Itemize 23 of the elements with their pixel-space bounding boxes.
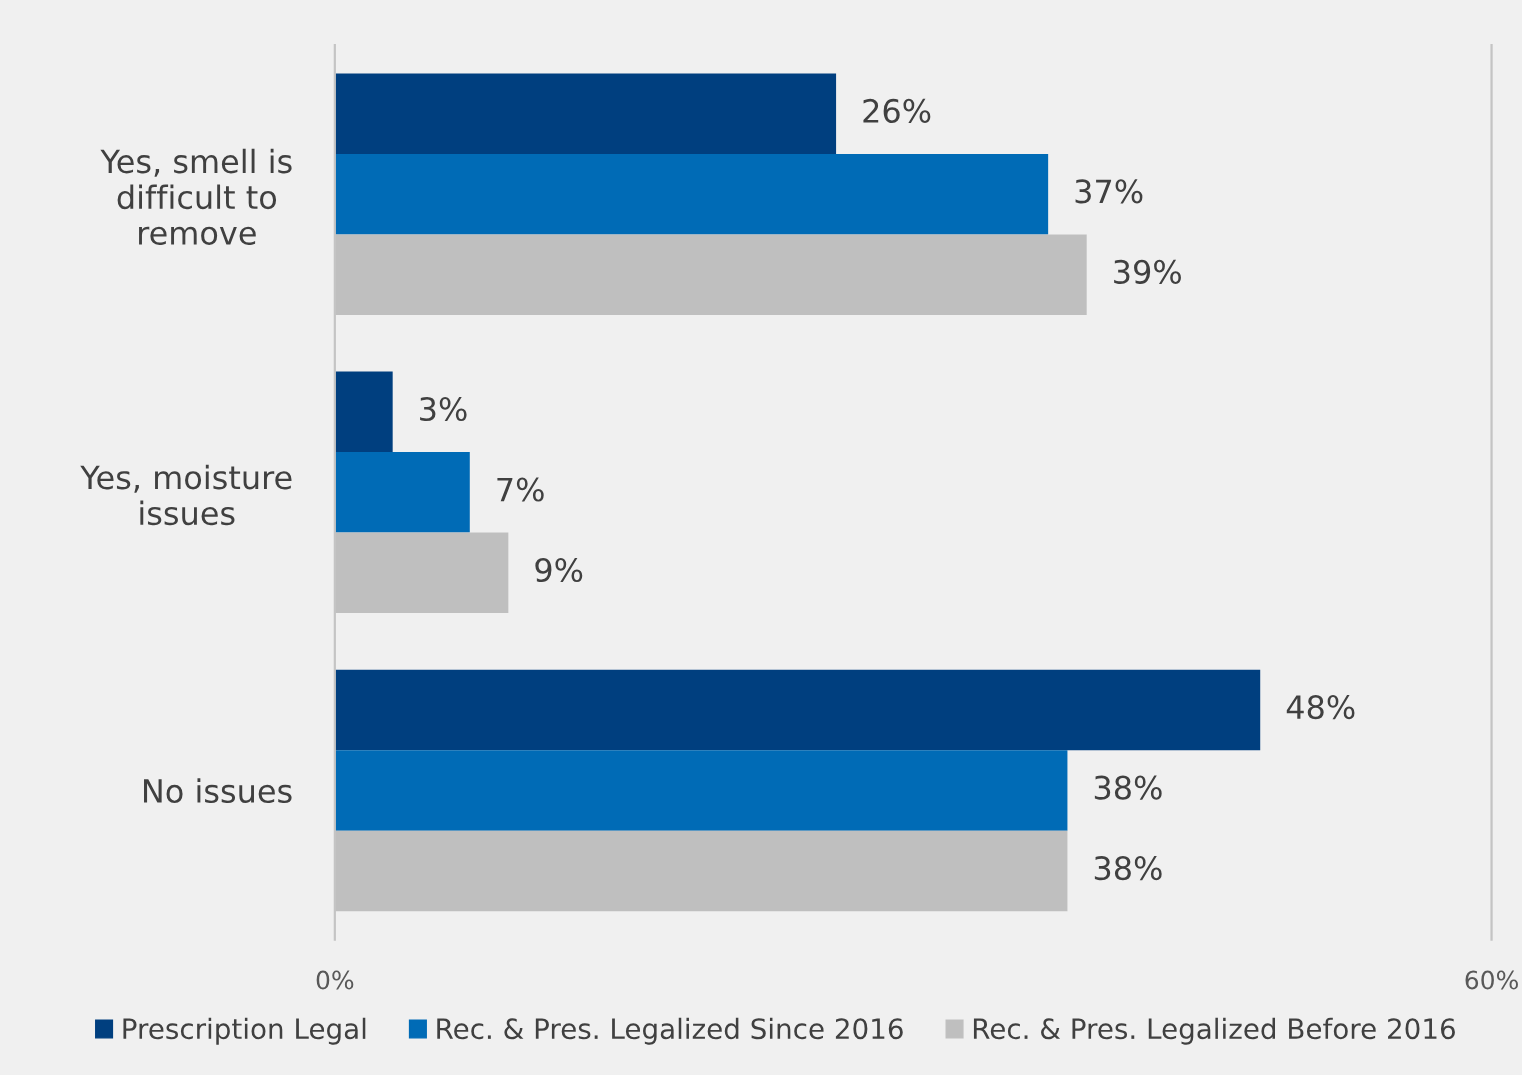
legend-label: Rec. & Pres. Legalized Since 2016 bbox=[437, 1017, 903, 1045]
legend-label: Rec. & Pres. Legalized Before 2016 bbox=[973, 1017, 1455, 1045]
data-label: 37% bbox=[1075, 179, 1143, 204]
data-label: 38% bbox=[1094, 856, 1162, 881]
y-tick-label: Yes, moisture issues bbox=[80, 464, 292, 526]
x-tick-label: 60% bbox=[1465, 970, 1518, 990]
bar bbox=[334, 452, 470, 533]
bar bbox=[334, 750, 1068, 831]
data-label: 26% bbox=[863, 98, 931, 123]
data-label: 9% bbox=[535, 557, 583, 583]
data-label: 39% bbox=[1114, 259, 1181, 284]
data-label: 48% bbox=[1286, 695, 1355, 720]
legend-label: Prescription Legal bbox=[123, 1017, 366, 1045]
y-tick-label: No issues bbox=[144, 778, 292, 804]
bar bbox=[334, 669, 1261, 751]
data-label: 38% bbox=[1094, 775, 1162, 800]
bar bbox=[334, 73, 837, 154]
x-tick-label: 0% bbox=[316, 970, 354, 990]
y-tick-label: Yes, smell is difficult to remove bbox=[100, 148, 292, 246]
bar bbox=[334, 153, 1049, 235]
data-label: 3% bbox=[420, 396, 467, 422]
bar bbox=[334, 371, 393, 453]
data-label: 7% bbox=[497, 477, 544, 502]
